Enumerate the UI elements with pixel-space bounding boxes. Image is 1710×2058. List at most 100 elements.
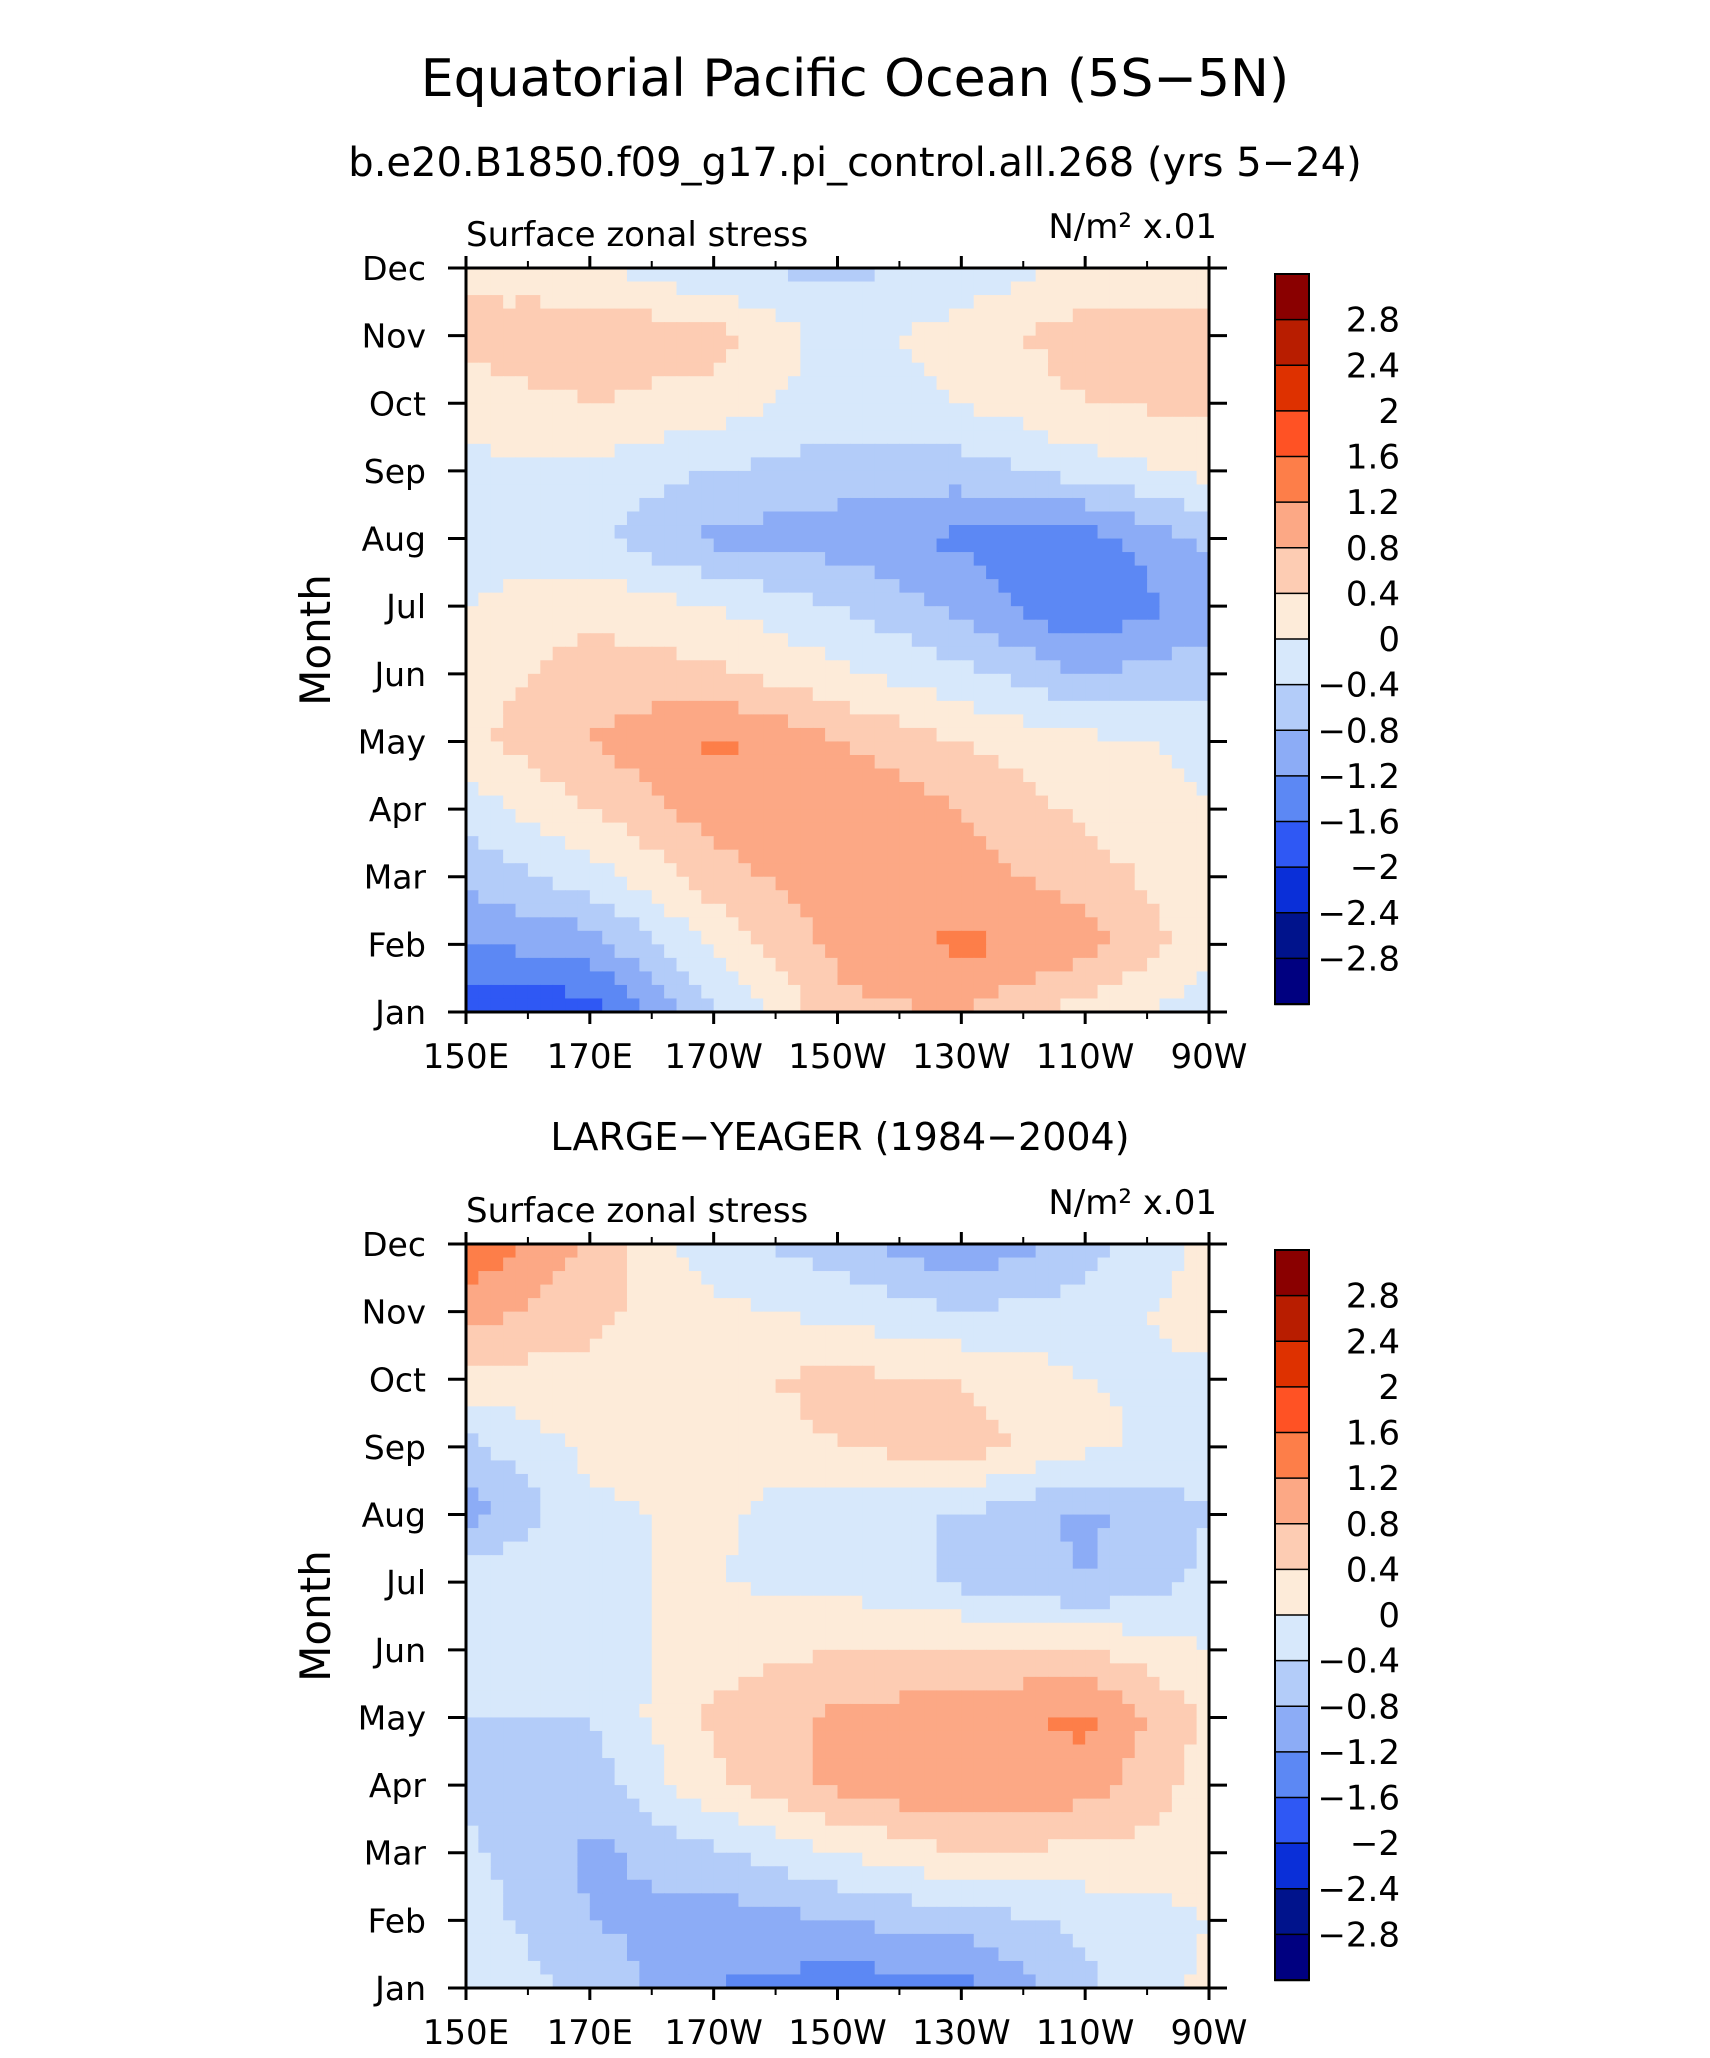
field-cell (565, 403, 579, 418)
field-cell (750, 538, 764, 553)
field-cell (948, 633, 962, 648)
field-cell (626, 998, 640, 1013)
field-cell (1097, 1338, 1111, 1353)
field-cell (874, 1433, 888, 1448)
field-cell (626, 673, 640, 688)
field-cell (1023, 349, 1037, 364)
field-cell (849, 579, 863, 594)
field-cell (639, 295, 653, 310)
field-cell (800, 1568, 814, 1583)
field-cell (998, 470, 1012, 486)
field-cell (515, 1528, 529, 1543)
field-cell (862, 727, 876, 743)
field-cell (503, 876, 517, 891)
field-cell (1035, 1568, 1049, 1583)
field-cell (1184, 917, 1198, 932)
field-cell (1060, 984, 1074, 1000)
field-cell (589, 971, 603, 986)
field-cell (626, 1406, 640, 1421)
field-cell (515, 376, 529, 391)
field-cell (812, 782, 826, 797)
field-cell (602, 795, 616, 810)
field-cell (639, 1338, 653, 1353)
field-cell (664, 660, 678, 675)
field-cell (837, 525, 851, 540)
field-cell (936, 281, 950, 296)
field-cell (503, 511, 517, 526)
field-cell (948, 389, 962, 404)
field-cell (688, 268, 702, 283)
field-cell (503, 957, 517, 973)
field-cell (466, 1284, 479, 1299)
field-cell (973, 1379, 987, 1394)
field-cell (800, 1325, 814, 1340)
field-cell (1147, 335, 1161, 350)
field-cell (787, 443, 801, 458)
field-cell (825, 1446, 839, 1462)
field-cell (1023, 822, 1037, 837)
field-cell (503, 903, 517, 918)
field-cell (726, 727, 740, 743)
field-cell (1171, 1433, 1185, 1448)
field-cell (837, 430, 851, 445)
field-cell (614, 998, 628, 1013)
field-cell (812, 308, 826, 323)
field-cell (1122, 727, 1136, 743)
field-cell (874, 1568, 888, 1583)
field-cell (1023, 795, 1037, 810)
field-cell (503, 795, 517, 810)
field-cell (1048, 944, 1061, 959)
field-cell (1097, 782, 1111, 797)
field-cell (862, 714, 876, 729)
field-cell (750, 809, 764, 824)
field-cell (466, 606, 479, 621)
field-cell (1184, 484, 1198, 499)
field-cell (787, 1392, 801, 1407)
field-cell (713, 606, 727, 621)
field-cell (1122, 511, 1136, 526)
field-cell (552, 1419, 566, 1434)
field-cell (750, 633, 764, 648)
field-cell (466, 1528, 479, 1543)
field-cell (1134, 1406, 1148, 1421)
field-cell (874, 1501, 888, 1516)
field-cell (1159, 700, 1173, 715)
field-cell (936, 660, 950, 675)
field-cell (924, 890, 938, 905)
field-cell (565, 1568, 579, 1583)
field-cell (874, 998, 888, 1013)
field-cell (948, 984, 962, 1000)
field-cell (726, 1352, 740, 1367)
field-cell (812, 1582, 826, 1597)
field-cell (1060, 863, 1074, 878)
field-cell (540, 944, 554, 959)
field-cell (515, 782, 529, 797)
field-cell (874, 1555, 888, 1570)
field-cell (552, 1460, 566, 1475)
field-cell (1035, 1514, 1049, 1529)
field-cell (1184, 1568, 1198, 1583)
field-cell (1035, 1365, 1049, 1380)
field-cell (713, 646, 727, 661)
field-cell (589, 497, 603, 513)
field-cell (503, 457, 517, 472)
field-cell (602, 930, 616, 945)
field-cell (589, 362, 603, 377)
field-cell (849, 660, 863, 675)
field-cell (800, 930, 814, 945)
field-cell (626, 917, 640, 932)
field-cell (1159, 362, 1173, 377)
field-cell (602, 673, 616, 688)
field-cell (1085, 362, 1099, 377)
field-cell (775, 1298, 789, 1313)
field-cell (1035, 890, 1049, 905)
field-cell (787, 538, 801, 553)
field-cell (887, 470, 901, 486)
field-cell (688, 646, 702, 661)
field-cell (1159, 984, 1173, 1000)
field-cell (911, 1446, 925, 1462)
field-cell (738, 741, 752, 756)
field-cell (1072, 1365, 1086, 1380)
field-cell (466, 1352, 479, 1367)
field-cell (1122, 1568, 1136, 1583)
